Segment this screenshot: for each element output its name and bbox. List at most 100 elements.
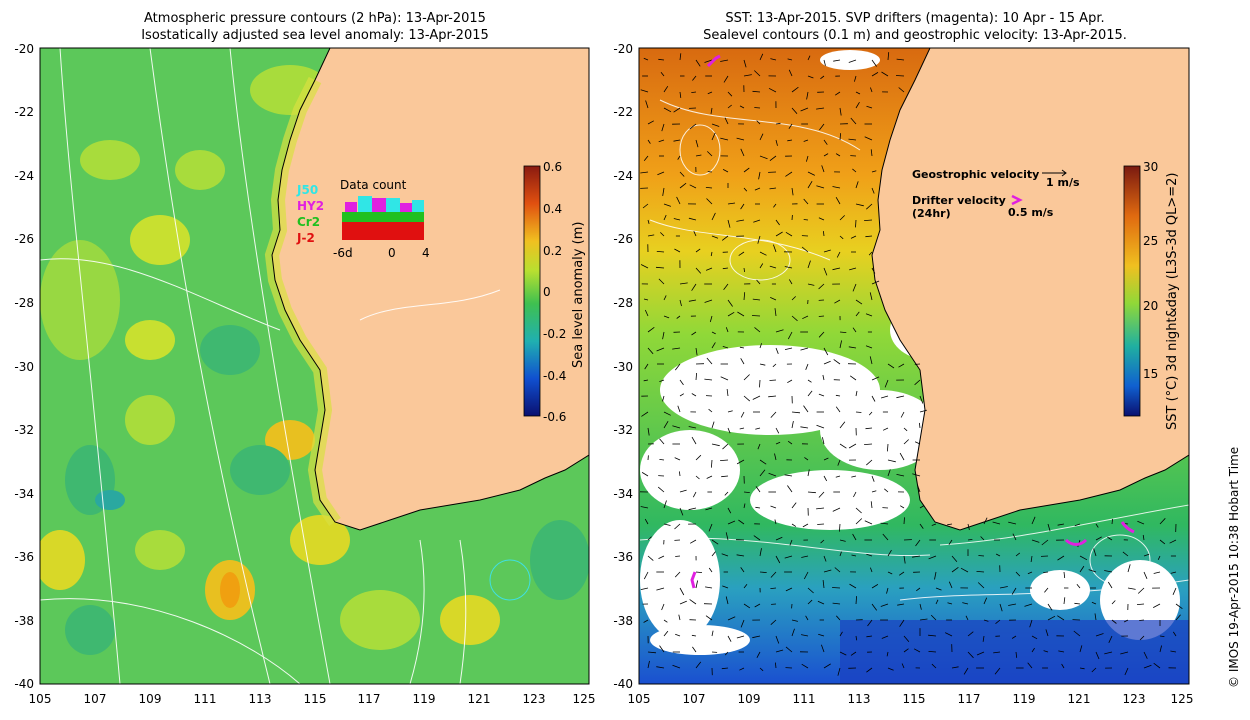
- velocity-arrow: [1057, 523, 1065, 526]
- velocity-arrow: [896, 395, 905, 399]
- velocity-arrow: [807, 390, 813, 397]
- velocity-arrow: [839, 651, 847, 656]
- velocity-arrow: [1031, 647, 1035, 653]
- velocity-arrow: [773, 203, 777, 208]
- velocity-arrow: [817, 600, 825, 605]
- velocity-arrow: [963, 667, 969, 675]
- velocity-arrow: [736, 219, 745, 222]
- velocity-arrow: [695, 139, 699, 148]
- velocity-arrow: [934, 571, 937, 580]
- velocity-arrow: [754, 107, 761, 109]
- velocity-arrow: [822, 580, 825, 589]
- velocity-arrow: [689, 123, 697, 130]
- velocity-arrow: [690, 539, 697, 544]
- right-lat-10: -40: [613, 677, 633, 691]
- right-lon-2: 109: [738, 692, 761, 706]
- velocity-arrow: [1029, 619, 1033, 628]
- velocity-arrow: [752, 395, 761, 400]
- velocity-arrow: [770, 619, 777, 625]
- velocity-arrow: [727, 104, 732, 109]
- velocity-arrow: [839, 340, 842, 349]
- velocity-arrow: [839, 331, 847, 333]
- velocity-arrow: [643, 298, 649, 301]
- velocity-arrow: [803, 198, 809, 205]
- velocity-arrow: [676, 196, 681, 205]
- velocity-arrow: [917, 485, 921, 493]
- velocity-arrow: [727, 520, 736, 525]
- velocity-arrow: [848, 346, 857, 349]
- velocity-arrow: [1024, 603, 1033, 607]
- velocity-arrow: [727, 635, 732, 642]
- velocity-arrow: [870, 149, 873, 157]
- velocity-arrow: [869, 356, 873, 365]
- velocity-arrow: [1111, 600, 1116, 605]
- right-lat-7: -34: [613, 487, 633, 501]
- velocity-arrow: [753, 535, 761, 541]
- velocity-arrow: [658, 555, 665, 559]
- velocity-arrow: [1058, 650, 1065, 653]
- velocity-arrow: [1011, 587, 1017, 595]
- velocity-arrow: [704, 378, 713, 381]
- velocity-arrow: [672, 425, 681, 429]
- velocity-arrow: [773, 244, 777, 253]
- inset-sat-3: J-2: [296, 231, 315, 245]
- velocity-arrow: [832, 267, 841, 271]
- velocity-arrow: [807, 599, 813, 605]
- velocity-arrow: [1159, 635, 1165, 637]
- velocity-arrow: [711, 539, 719, 545]
- left-lon-0: 105: [29, 692, 52, 706]
- left-lon-2: 109: [139, 692, 162, 706]
- right-lat-5: -30: [613, 360, 633, 374]
- copyright: © IMOS 19-Apr-2015 10:38 Hobart Time: [1227, 447, 1241, 688]
- velocity-arrow: [787, 485, 793, 493]
- velocity-arrow: [978, 555, 985, 557]
- velocity-arrow: [823, 59, 826, 66]
- sealevel-contours: [639, 99, 1189, 601]
- velocity-arrow: [835, 475, 841, 478]
- velocity-arrow: [1094, 613, 1097, 621]
- velocity-arrow: [677, 405, 681, 413]
- velocity-arrow: [1057, 555, 1065, 561]
- velocity-arrow: [679, 182, 687, 189]
- velocity-arrow: [647, 347, 654, 355]
- velocity-arrow: [801, 555, 809, 558]
- velocity-arrow: [951, 566, 959, 573]
- velocity-arrow: [705, 187, 713, 189]
- velocity-arrow: [823, 569, 832, 573]
- velocity-arrow: [740, 358, 745, 365]
- left-lat-axis: -20 -22 -24 -26 -28 -30 -32 -34 -36 -38 …: [14, 42, 34, 691]
- velocity-arrow: [725, 532, 729, 541]
- velocity-arrow: [727, 311, 735, 317]
- velocity-arrow: [1088, 569, 1097, 573]
- velocity-arrow: [663, 411, 671, 416]
- velocity-arrow: [1047, 603, 1053, 611]
- velocity-arrow: [848, 443, 857, 449]
- velocity-arrow: [915, 539, 921, 547]
- velocity-arrow: [770, 411, 777, 418]
- velocity-arrow: [818, 283, 825, 290]
- right-lon-3: 111: [793, 692, 816, 706]
- velocity-arrow: [887, 459, 896, 463]
- velocity-arrow: [691, 331, 697, 336]
- velocity-arrow: [821, 644, 825, 653]
- velocity-arrow: [1143, 651, 1148, 659]
- velocity-arrow: [672, 347, 681, 350]
- velocity-arrow: [1061, 663, 1065, 669]
- velocity-arrow: [695, 267, 702, 274]
- velocity-arrow: [770, 58, 777, 61]
- velocity-arrow: [695, 59, 701, 67]
- velocity-arrow: [886, 587, 889, 594]
- right-map: Geostrophic velocity 1 m/s Drifter veloc…: [613, 42, 1241, 706]
- right-frame: [638, 47, 1190, 685]
- velocity-arrow: [727, 427, 731, 434]
- drifter-scale-icon: [1011, 194, 1023, 206]
- left-lon-6: 117: [358, 692, 381, 706]
- velocity-arrow: [656, 666, 665, 669]
- velocity-arrow: [919, 603, 922, 610]
- velocity-arrow: [887, 469, 891, 477]
- right-lat-8: -36: [613, 550, 633, 564]
- pressure-contours: [40, 48, 501, 684]
- velocity-arrow: [743, 59, 747, 68]
- velocity-arrow: [643, 57, 649, 61]
- velocity-arrow: [787, 331, 793, 340]
